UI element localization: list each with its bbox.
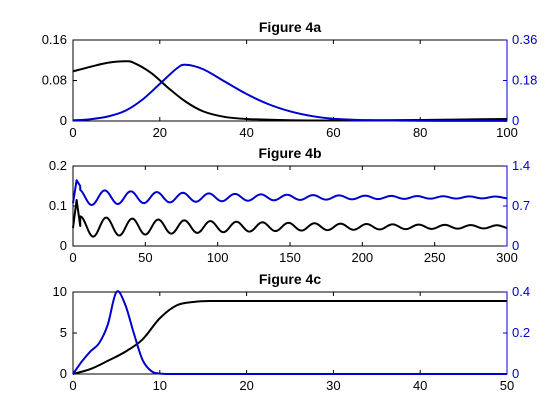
x-tick-label: 40 <box>239 125 253 140</box>
right-y-tick-label: 0 <box>512 366 519 381</box>
chart-2: Figure 4b0 50 100 150 200 250 30000.10.200.71.… <box>49 145 530 265</box>
left-y-tick-label: 0.1 <box>49 198 67 213</box>
x-tick-label: 60 <box>326 125 340 140</box>
x-tick-label: 50 <box>138 250 152 265</box>
left-y-tick-label: 0 <box>60 366 67 381</box>
left-y-tick-label: 5 <box>60 325 67 340</box>
right-y-tick-label: 0.2 <box>512 325 530 340</box>
x-tick-label: 200 <box>351 250 373 265</box>
x-tick-label: 20 <box>153 125 167 140</box>
x-tick-label: 0 <box>69 250 76 265</box>
x-tick-label: 250 <box>424 250 446 265</box>
right-y-tick-label: 0.7 <box>512 198 530 213</box>
left-y-tick-label: 10 <box>53 284 67 299</box>
plot-frame <box>72 291 508 375</box>
left-y-tick-label: 0 <box>60 113 67 128</box>
chart-title: Figure 4c <box>259 271 321 287</box>
left-y-tick-label: 0 <box>60 238 67 253</box>
plot-frame <box>72 39 508 122</box>
x-tick-label: 50 <box>500 378 514 393</box>
right-y-tick-label: 0 <box>512 238 519 253</box>
x-tick-label: 10 <box>153 378 167 393</box>
left-y-tick-label: 0.16 <box>42 32 67 47</box>
x-tick-label: 150 <box>279 250 301 265</box>
x-tick-label: 0 <box>69 125 76 140</box>
right-y-tick-label: 0 <box>512 113 519 128</box>
series-line-blue <box>72 63 508 122</box>
right-y-tick-label: 1.4 <box>512 158 530 173</box>
x-tick-label: 30 <box>326 378 340 393</box>
series-line-blue <box>72 290 508 376</box>
x-tick-label: 100 <box>207 250 229 265</box>
series-line-black <box>72 199 508 238</box>
right-y-tick-label: 0.18 <box>512 73 537 88</box>
right-y-tick-label: 0.4 <box>512 284 530 299</box>
chart-title: Figure 4b <box>258 145 321 161</box>
x-tick-label: 300 <box>496 250 518 265</box>
x-tick-label: 100 <box>496 125 518 140</box>
x-tick-label: 0 <box>69 378 76 393</box>
left-y-tick-label: 0.08 <box>42 73 67 88</box>
x-tick-label: 40 <box>413 378 427 393</box>
x-tick-label: 20 <box>239 378 253 393</box>
series-line-blue <box>72 179 508 206</box>
series-line-black <box>72 299 507 375</box>
x-tick-label: 80 <box>413 125 427 140</box>
chart-title: Figure 4a <box>259 19 321 35</box>
right-y-tick-label: 0.36 <box>512 32 537 47</box>
plot-frame <box>72 165 508 247</box>
left-y-tick-label: 0.2 <box>49 158 67 173</box>
